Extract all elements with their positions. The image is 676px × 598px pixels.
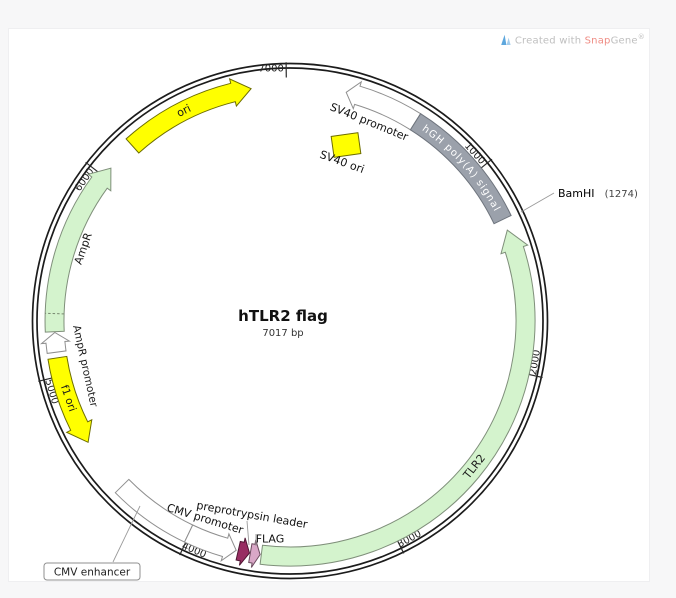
plasmid-backbone-circle-2: [36, 67, 544, 575]
map-canvas-panel: 1000 2000 3000 4000 5000 6000 7000 hGH poly(A) …: [8, 28, 650, 582]
label-flag[interactable]: FLAG: [256, 533, 285, 546]
feature-ori[interactable]: [125, 78, 252, 154]
snapgene-watermark: Created with SnapGene®: [500, 33, 645, 46]
tick-2000: [527, 373, 543, 379]
feature-tlr2[interactable]: [259, 229, 536, 567]
feature-f1-ori[interactable]: [47, 355, 93, 444]
watermark-registered: ®: [637, 33, 645, 41]
boxed-label-frame: [43, 562, 141, 581]
feature-sv40-ori[interactable]: [330, 132, 362, 158]
feature-hgh-poly-a-signal[interactable]: [409, 113, 512, 225]
feature-ampr-segment-boundary: [45, 312, 65, 315]
boxed-label-text: CMV enhancer: [54, 567, 131, 579]
feature-cmv-enhancer[interactable]: [114, 478, 194, 543]
tick-6000: [85, 161, 99, 173]
feature-preprotrypsin-leader[interactable]: [235, 537, 251, 566]
snapgene-logo-icon: [501, 34, 511, 45]
boxed-label-cmv-enhancer[interactable]: CMV enhancer: [43, 562, 141, 581]
leader-line-3: [246, 520, 250, 546]
enzyme-name: BamHI: [558, 187, 595, 200]
enzyme-position: (1274): [605, 189, 638, 200]
watermark-brand-snap: Snap: [584, 35, 611, 47]
tick-4000: [179, 541, 187, 556]
feature-ampr[interactable]: [44, 167, 112, 333]
feature-cmv-promoter[interactable]: [183, 524, 237, 563]
feature-flag[interactable]: [248, 539, 261, 568]
feature-label-ori[interactable]: ori: [174, 102, 193, 120]
tick-3000: [396, 539, 405, 554]
leader-line-1: [520, 192, 555, 213]
tick-1000: [479, 158, 493, 170]
feature-hgh-poly-a-signal-label-path: [400, 117, 506, 237]
feature-sv40-promoter[interactable]: [345, 80, 422, 131]
tick-label-7000: 7000: [258, 64, 283, 75]
watermark-brand-gene: Gene: [610, 35, 638, 47]
plasmid-backbone-circle-1: [31, 62, 549, 580]
feature-ampr-promoter[interactable]: [39, 331, 71, 354]
plasmid-length: 7017 bp: [262, 328, 303, 339]
tick-5000: [38, 377, 54, 382]
leader-line-2: [112, 505, 141, 563]
feature-label-hgh-poly-a-signal[interactable]: hGH poly(A) signal: [420, 123, 502, 214]
watermark-created-with: Created with: [514, 35, 582, 47]
enzyme-label-bamhi[interactable]: BamHI (1274): [558, 182, 638, 201]
plasmid-title: hTLR2 flag: [238, 307, 328, 325]
